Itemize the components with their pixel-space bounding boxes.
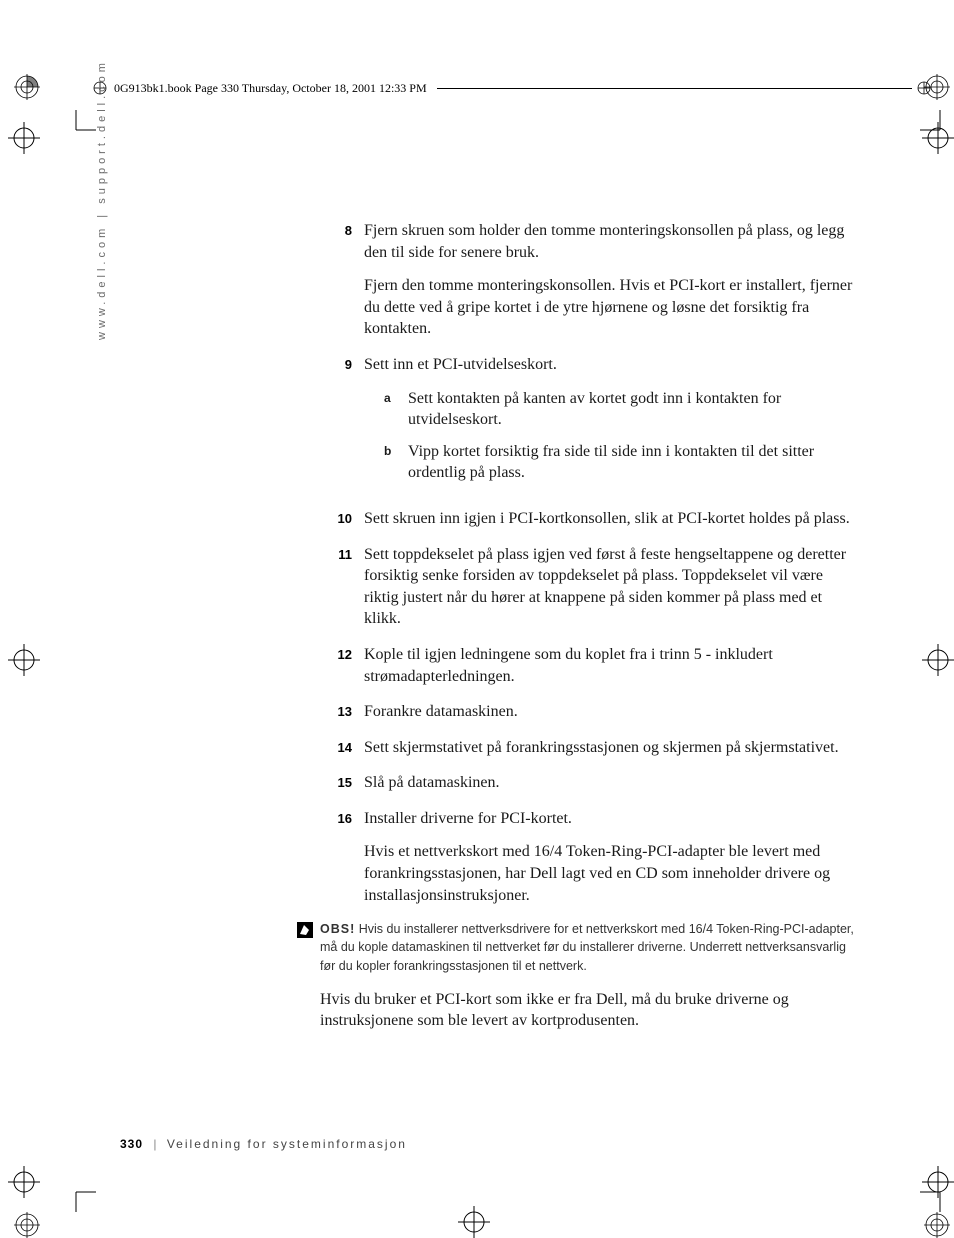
obs-note: OBS! Hvis du installerer nettverksdriver… — [296, 920, 860, 974]
step: 9Sett inn et PCI-utvidelseskort. aSett ko… — [320, 354, 860, 494]
substep-body: Sett kontakten på kanten av kortet godt … — [408, 388, 860, 431]
header-rule — [437, 88, 912, 89]
reg-mark-bottom-left — [14, 1212, 40, 1238]
page-footer: 330 | Veiledning for systeminformasjon — [120, 1137, 407, 1151]
step: 10Sett skruen inn igjen i PCI-kortkonsol… — [320, 508, 860, 530]
paragraph: Hvis du bruker et PCI-kort som ikke er f… — [320, 989, 860, 1032]
cross-mark — [8, 1166, 40, 1198]
step-body: Slå på datamaskinen. — [364, 772, 860, 794]
step-body: Kople til igjen ledningene som du koplet… — [364, 644, 860, 687]
print-header: 0G913bk1.book Page 330 Thursday, October… — [92, 80, 932, 96]
step-paragraph: Sett toppdekselet på plass igjen ved før… — [364, 544, 860, 630]
step: 11Sett toppdekselet på plass igjen ved f… — [320, 544, 860, 630]
note-icon — [296, 920, 320, 974]
step-body: Sett skjermstativet på forankringsstasjo… — [364, 737, 860, 759]
step-body: Sett inn et PCI-utvidelseskort. aSett kon… — [364, 354, 860, 494]
header-end-icon — [916, 80, 932, 96]
page-number: 330 — [120, 1137, 143, 1151]
step-body: Fjern skruen som holder den tomme monter… — [364, 220, 860, 340]
step: 15Slå på datamaskinen. — [320, 772, 860, 794]
cross-mark — [922, 644, 954, 676]
step: 8Fjern skruen som holder den tomme monte… — [320, 220, 860, 340]
reg-mark-bottom-right — [924, 1212, 950, 1238]
step-number: 12 — [320, 644, 364, 687]
substep: bVipp kortet forsiktig fra side til side… — [364, 441, 860, 484]
reg-mark-top-left — [14, 74, 40, 100]
cross-mark — [8, 122, 40, 154]
step-body: Sett skruen inn igjen i PCI-kortkonsolle… — [364, 508, 860, 530]
obs-label: OBS! — [320, 922, 355, 936]
substep: aSett kontakten på kanten av kortet godt… — [364, 388, 860, 431]
side-url: www.dell.com | support.dell.com — [96, 59, 108, 340]
step-number: 9 — [320, 354, 364, 494]
step-number: 16 — [320, 808, 364, 906]
corner-mark — [56, 110, 96, 150]
step-body: Forankre datamaskinen. — [364, 701, 860, 723]
header-text: 0G913bk1.book Page 330 Thursday, October… — [114, 81, 427, 96]
step: 13Forankre datamaskinen. — [320, 701, 860, 723]
step-number: 11 — [320, 544, 364, 630]
step: 12Kople til igjen ledningene som du kopl… — [320, 644, 860, 687]
step-paragraph: Sett skjermstativet på forankringsstasjo… — [364, 737, 860, 759]
main-content: 8Fjern skruen som holder den tomme monte… — [320, 220, 860, 1044]
step: 16Installer driverne for PCI-kortet. Hvis… — [320, 808, 860, 906]
corner-mark — [920, 1172, 954, 1212]
step-paragraph: Forankre datamaskinen. — [364, 701, 860, 723]
step-paragraph: Installer driverne for PCI-kortet. — [364, 808, 860, 830]
after-obs-text: Hvis du bruker et PCI-kort som ikke er f… — [320, 989, 860, 1032]
step-paragraph: Sett inn et PCI-utvidelseskort. — [364, 354, 860, 376]
step-paragraph: Fjern skruen som holder den tomme monter… — [364, 220, 860, 263]
footer-title: Veiledning for systeminformasjon — [167, 1137, 407, 1151]
substep-letter: b — [384, 441, 408, 484]
step-number: 13 — [320, 701, 364, 723]
step-paragraph: Fjern den tomme monteringskonsollen. Hvi… — [364, 275, 860, 340]
step-body: Installer driverne for PCI-kortet. Hvis e… — [364, 808, 860, 906]
cross-mark — [8, 644, 40, 676]
step: 14Sett skjermstativet på forankringsstas… — [320, 737, 860, 759]
step-number: 14 — [320, 737, 364, 759]
cross-mark — [458, 1206, 490, 1238]
step-paragraph: Kople til igjen ledningene som du koplet… — [364, 644, 860, 687]
step-number: 10 — [320, 508, 364, 530]
step-body: Sett toppdekselet på plass igjen ved før… — [364, 544, 860, 630]
corner-mark — [920, 110, 954, 150]
substep-letter: a — [384, 388, 408, 431]
corner-mark — [56, 1172, 96, 1212]
footer-separator: | — [153, 1137, 156, 1151]
step-number: 15 — [320, 772, 364, 794]
substep-body: Vipp kortet forsiktig fra side til side … — [408, 441, 860, 484]
step-paragraph: Sett skruen inn igjen i PCI-kortkonsolle… — [364, 508, 860, 530]
step-number: 8 — [320, 220, 364, 340]
step-paragraph: Hvis et nettverkskort med 16/4 Token-Rin… — [364, 841, 860, 906]
step-paragraph: Slå på datamaskinen. — [364, 772, 860, 794]
obs-body: Hvis du installerer nettverksdrivere for… — [320, 922, 854, 972]
